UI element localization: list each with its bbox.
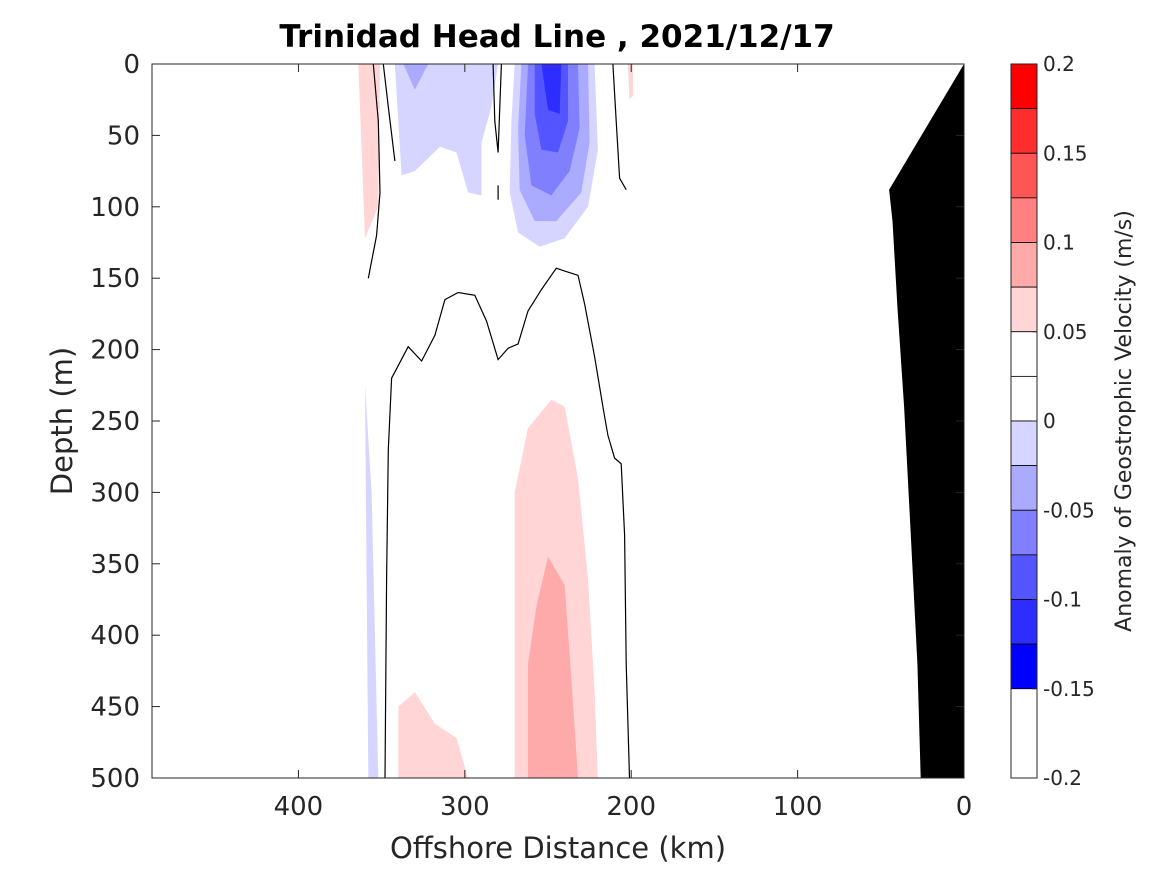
y-tick-label: 400 [90, 621, 140, 651]
x-tick-label: 300 [440, 792, 490, 822]
colorbar-tick-label: -0.05 [1043, 498, 1095, 522]
seafloor-land-mask [889, 64, 964, 778]
colorbar-label: Anomaly of Geostrophic Velocity (m/s) [1112, 210, 1137, 632]
y-tick-label: 300 [90, 478, 140, 508]
x-tick-label: 100 [773, 792, 823, 822]
x-tick-label: 200 [606, 792, 656, 822]
contour-line-5 [384, 267, 631, 778]
colorbar-swatch [1010, 375, 1038, 422]
colorbar-swatch [1010, 509, 1038, 556]
y-tick-label: 500 [90, 764, 140, 794]
colorbar-swatch [1010, 420, 1038, 467]
x-tick-label: 0 [956, 792, 973, 822]
colorbar-swatch [1010, 108, 1038, 154]
y-axis-label: Depth (m) [45, 347, 79, 495]
chart-title: Trinidad Head Line , 2021/12/17 [279, 19, 834, 55]
y-tick-label: 0 [123, 50, 140, 80]
y-tick-label: 100 [90, 193, 140, 223]
velocity-region-lightpink-surface-200km [627, 64, 633, 100]
colorbar-swatch [1010, 197, 1038, 243]
x-tick-label: 400 [274, 792, 324, 822]
colorbar-swatch [1010, 643, 1038, 690]
velocity-region-blue-upper-left [403, 64, 429, 90]
colorbar-swatch [1010, 599, 1038, 645]
velocity-region-lightpink-near-surface [358, 64, 380, 239]
zero-contour-lines [367, 64, 631, 778]
colorbar-tick-label: 0.05 [1043, 320, 1088, 344]
colorbar-swatch [1010, 465, 1038, 511]
y-tick-label: 150 [90, 264, 140, 294]
colorbar-tick-label: -0.15 [1043, 677, 1095, 701]
seafloor-land-shape [889, 64, 964, 778]
x-axis-ticks: 400 300 200 100 0 [274, 64, 973, 822]
colorbar: 0.2 0.15 0.1 0.05 0 -0.05 -0.1 -0.15 -0.2 [1010, 52, 1095, 790]
y-tick-label: 250 [90, 407, 140, 437]
colorbar-tick-label: 0.2 [1043, 52, 1075, 76]
colorbar-swatch [1010, 554, 1038, 600]
contour-line-4 [612, 64, 627, 190]
colorbar-swatch [1010, 242, 1038, 288]
colorbar-tick-label: 0.1 [1043, 231, 1075, 255]
x-axis-label: Offshore Distance (km) [390, 831, 726, 865]
y-tick-label: 50 [107, 121, 140, 151]
colorbar-swatch [1010, 63, 1038, 110]
velocity-region-lightblue-upper-left [394, 64, 499, 196]
velocity-regions [358, 64, 633, 778]
colorbar-tick-label: -0.1 [1043, 588, 1082, 612]
velocity-region-core-blue-jet [541, 64, 562, 114]
contour-line-0 [367, 64, 381, 279]
colorbar-tick-label: 0.15 [1043, 141, 1088, 165]
colorbar-tick-label: 0 [1043, 409, 1056, 433]
colorbar-swatch [1010, 331, 1038, 377]
contour-line-1 [382, 64, 396, 162]
y-tick-label: 450 [90, 693, 140, 723]
velocity-region-pink-deep-core [528, 556, 578, 778]
velocity-region-lightblue-deep-strip [365, 385, 379, 778]
colorbar-swatch [1010, 286, 1038, 333]
y-axis-ticks: 0 50 100 150 200 250 300 350 400 450 500 [90, 50, 964, 794]
colorbar-swatch [1010, 152, 1038, 199]
y-tick-label: 200 [90, 336, 140, 366]
velocity-region-lightpink-deep-left [398, 692, 469, 778]
contour-line-2 [492, 64, 502, 153]
y-tick-label: 350 [90, 550, 140, 580]
colorbar-tick-label: -0.2 [1043, 766, 1082, 790]
